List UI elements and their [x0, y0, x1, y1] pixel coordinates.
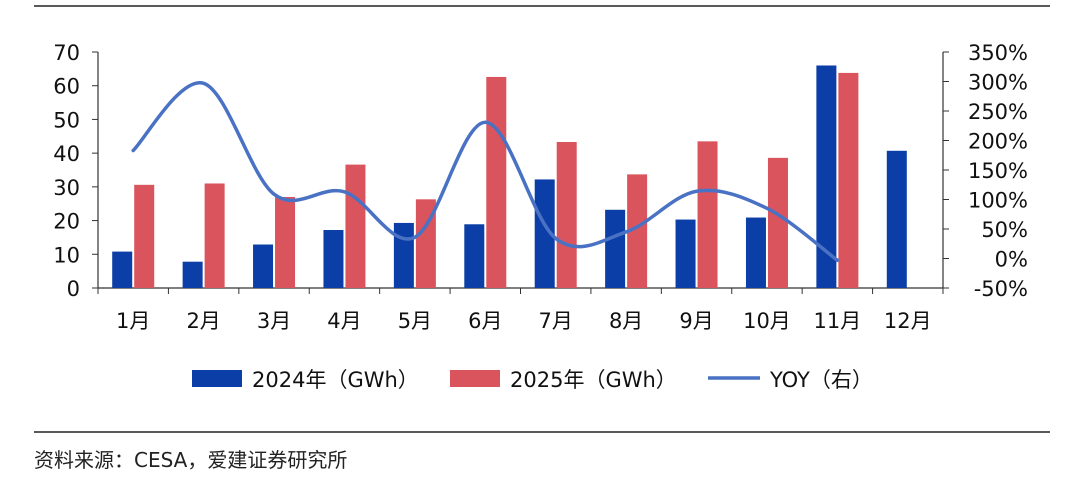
bar-2024-6 — [464, 224, 485, 288]
x-tick-label: 3月 — [257, 309, 291, 333]
right-tick-label: -50% — [974, 277, 1028, 301]
x-tick-label: 7月 — [539, 309, 573, 333]
x-tick-label: 1月 — [116, 309, 150, 333]
source-note: 资料来源：CESA，爱建证券研究所 — [34, 448, 348, 472]
bar-2024-12 — [886, 150, 907, 288]
right-tick-label: 200% — [968, 130, 1028, 154]
right-tick-label: 50% — [981, 218, 1028, 242]
bar-2024-3 — [253, 244, 274, 288]
bar-2025-11 — [838, 72, 859, 288]
bar-2024-7 — [534, 179, 555, 288]
x-tick-label: 2月 — [186, 309, 220, 333]
bar-2025-1 — [134, 184, 155, 288]
legend-label-2025: 2025年（GWh） — [510, 368, 677, 392]
right-tick-label: 100% — [968, 189, 1028, 213]
left-tick-label: 70 — [53, 41, 80, 65]
right-tick-label: 250% — [968, 100, 1028, 124]
left-tick-label: 30 — [53, 176, 80, 200]
bar-2025-8 — [627, 174, 648, 288]
legend: 2024年（GWh） 2025年（GWh） YOY（右） — [192, 368, 873, 392]
legend-label-2024: 2024年（GWh） — [252, 368, 419, 392]
legend-swatch-2024 — [192, 370, 242, 387]
yoy-line — [131, 81, 840, 263]
bar-2025-6 — [486, 76, 507, 288]
bar-2024-5 — [393, 222, 414, 288]
legend-label-yoy: YOY（右） — [769, 368, 873, 392]
x-tick-label: 12月 — [884, 309, 932, 333]
legend-swatch-2025 — [450, 370, 500, 387]
x-tick-label: 10月 — [743, 309, 791, 333]
yoy-line-layer — [131, 81, 840, 263]
bar-2025-2 — [204, 183, 225, 288]
bars — [112, 65, 907, 288]
left-tick-label: 0 — [67, 277, 80, 301]
right-tick-label: 150% — [968, 159, 1028, 183]
x-tick-label: 6月 — [468, 309, 502, 333]
x-tick-label: 4月 — [327, 309, 361, 333]
x-tick-label: 9月 — [679, 309, 713, 333]
bar-2024-11 — [816, 65, 837, 288]
bar-2025-10 — [767, 157, 788, 288]
x-axis-ticks: 1月 2月 3月 4月 5月 6月 7月 8月 9月 10月 11月 12月 — [97, 288, 944, 333]
right-axis-ticks: -50% 0% 50% 100% 150% 200% 250% 300% 350% — [943, 41, 1028, 301]
bar-2024-2 — [182, 261, 203, 288]
right-tick-label: 0% — [995, 248, 1028, 272]
bar-2025-5 — [415, 199, 436, 288]
x-tick-label: 5月 — [398, 309, 432, 333]
x-tick-label: 8月 — [609, 309, 643, 333]
bar-2025-3 — [275, 196, 296, 288]
bar-2024-9 — [675, 219, 696, 288]
x-tick-label: 11月 — [814, 309, 862, 333]
right-tick-label: 300% — [968, 71, 1028, 95]
bar-2024-8 — [605, 209, 626, 288]
bar-2024-10 — [745, 217, 766, 288]
bar-2025-7 — [556, 142, 577, 288]
bar-2024-4 — [323, 230, 344, 288]
left-axis-ticks: 0 10 20 30 40 50 60 70 — [53, 41, 98, 301]
right-tick-label: 350% — [968, 41, 1028, 65]
left-tick-label: 40 — [53, 142, 80, 166]
bar-2025-4 — [345, 164, 366, 288]
bar-2025-9 — [697, 141, 718, 288]
left-tick-label: 20 — [53, 210, 80, 234]
left-tick-label: 60 — [53, 75, 80, 99]
left-tick-label: 50 — [53, 108, 80, 132]
bar-2024-1 — [112, 251, 133, 288]
left-tick-label: 10 — [53, 243, 80, 267]
